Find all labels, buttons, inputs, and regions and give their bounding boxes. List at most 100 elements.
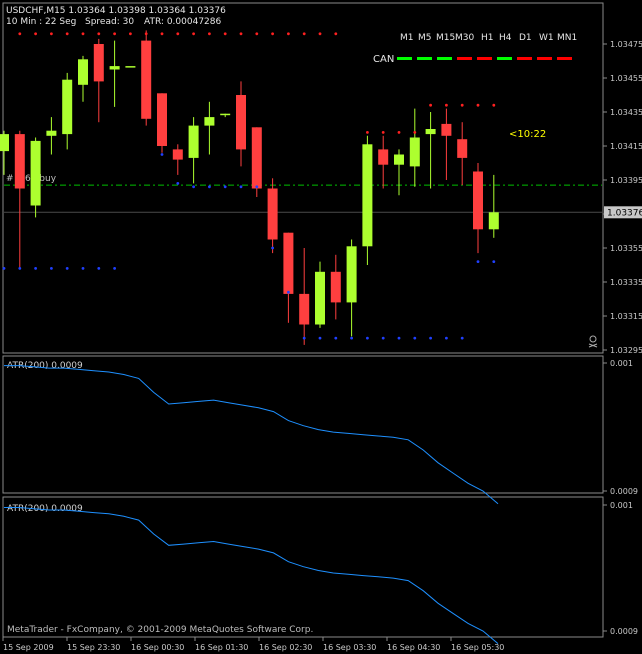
candle-bear (141, 40, 152, 119)
resistance-dot (160, 32, 164, 36)
support-dot (113, 267, 116, 270)
spread-label: Spread: 30 (85, 17, 134, 27)
time-tick-label: 16 Sep 05:30 (451, 643, 504, 652)
candle-bear (330, 271, 341, 303)
atr-1-label: ATR(200) 0.0009 (7, 361, 83, 371)
support-dot (413, 336, 417, 340)
support-dot (350, 336, 353, 340)
resistance-dot (287, 32, 290, 36)
indicator-dots (2, 32, 496, 340)
resistance-dot (97, 32, 101, 36)
candle-bull (488, 212, 499, 230)
resistance-dot (50, 32, 53, 36)
resistance-dot (239, 32, 243, 36)
atr-tick-label: 0.001 (610, 359, 633, 368)
can-bar-w1 (537, 57, 552, 60)
atr-tick-label: 0.001 (610, 501, 633, 510)
candle-bull (362, 144, 373, 247)
candle-bull (125, 66, 136, 68)
support-dot (381, 336, 385, 340)
support-dot (50, 267, 53, 270)
countdown-label: <10:22 (509, 129, 546, 140)
resistance-dot (397, 131, 401, 134)
support-dot (239, 185, 243, 189)
support-dot (160, 153, 164, 156)
support-dot (176, 182, 180, 185)
price-tick-label: 1.03295 (610, 346, 642, 355)
support-dot (302, 336, 306, 340)
support-dot (97, 267, 101, 270)
resistance-dot (445, 103, 448, 107)
timeframe-m30: M30 (455, 33, 474, 43)
can-bar-m5 (417, 57, 432, 60)
candle-bear (441, 123, 452, 136)
resistance-dot (318, 32, 322, 36)
time-axis: 15 Sep 2009 15 Sep 23:30 16 Sep 00:30 16 Se… (2, 637, 504, 652)
price-tick-label: 1.03415 (610, 142, 642, 151)
can-bar-h4 (497, 57, 512, 60)
candle-bear (283, 232, 294, 294)
resistance-dot (366, 131, 369, 134)
support-dot (476, 260, 480, 263)
can-bar-h1 (477, 57, 492, 60)
timeframe-m5: M5 (418, 33, 432, 43)
can-bar-m15 (437, 57, 452, 60)
support-dot (445, 336, 448, 340)
candle-bull (220, 113, 231, 116)
support-dot (65, 267, 69, 270)
support-dot (271, 246, 274, 250)
candle-bull (409, 137, 420, 167)
candle-bull (62, 79, 73, 135)
resistance-dot (176, 32, 180, 36)
timeframe-d1: D1 (519, 33, 532, 43)
price-tick-label: 1.03435 (610, 108, 642, 117)
candle-bear (267, 188, 278, 240)
candle-bull (109, 66, 120, 70)
support-dot (492, 260, 496, 263)
price-tick-label: 1.03455 (610, 74, 642, 83)
resistance-dot (223, 32, 227, 36)
support-dot (208, 185, 211, 189)
resistance-dot (271, 32, 274, 36)
candle-bear (251, 127, 262, 189)
resistance-dot (492, 103, 496, 107)
support-dot (334, 336, 338, 340)
candle-bull (46, 130, 57, 136)
can-trend-bars (397, 57, 572, 60)
resistance-dot (34, 32, 37, 36)
price-tick-label: 1.03335 (610, 278, 642, 287)
candles (0, 30, 499, 345)
support-dot (397, 336, 401, 340)
can-bar-m1 (397, 57, 412, 60)
price-tick-label: 1.03395 (610, 176, 642, 185)
resistance-dot (413, 131, 417, 134)
price-pane-frame (2, 2, 604, 354)
time-tick-label: 16 Sep 00:30 (131, 643, 184, 652)
candle-bear (457, 139, 468, 158)
skull-icon (588, 335, 598, 348)
support-dot (223, 185, 227, 189)
atr-1-axis: 0.001 0.0009 (603, 359, 638, 496)
support-dot (287, 290, 290, 294)
support-dot (81, 267, 85, 270)
candle-bull (425, 129, 436, 135)
time-tick-label: 16 Sep 01:30 (195, 643, 248, 652)
resistance-dot (460, 103, 464, 107)
can-bar-mn1 (557, 57, 572, 60)
atr-tick-label: 0.0009 (610, 487, 638, 496)
atr-2-axis: 0.001 0.0009 (603, 501, 638, 636)
support-dot (460, 336, 464, 340)
timeframe-m15: M15 (436, 33, 455, 43)
resistance-dot (192, 32, 196, 36)
resistance-dot (113, 32, 116, 36)
atr-pane-1-frame (2, 355, 604, 494)
time-tick-label: 15 Sep 23:30 (67, 643, 120, 652)
support-dot (429, 336, 432, 340)
can-bar-d1 (517, 57, 532, 60)
candle-bear (378, 149, 389, 165)
candle-bull (78, 59, 88, 85)
candle-bear (236, 95, 246, 150)
candle-bear (299, 293, 310, 325)
